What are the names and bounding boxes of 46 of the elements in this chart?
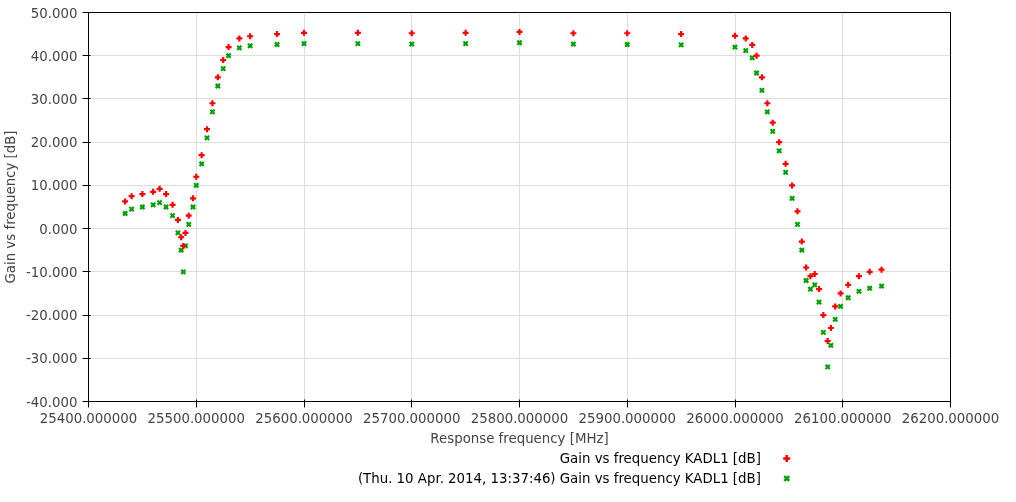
point: [815, 298, 823, 306]
point: [180, 268, 187, 276]
x-tick-label: 25400.000000: [39, 410, 138, 426]
x-tick-label: 25700.000000: [362, 410, 461, 426]
point: [753, 69, 760, 77]
point: [877, 265, 886, 274]
point: [793, 207, 802, 216]
y-tick-label: -10.000: [26, 264, 78, 280]
legend-label: (Thu. 10 Apr. 2014, 13:37:46) Gain vs frequency KADL1 [dB]: [357, 471, 761, 486]
x-tick-label: 25800.000000: [470, 410, 569, 426]
y-tick-label: -20.000: [26, 308, 78, 324]
point: [797, 237, 806, 246]
point: [836, 289, 845, 298]
x-axis-title: Response frequency [MHz]: [430, 430, 609, 446]
y-tick-label: 50.000: [30, 5, 78, 21]
y-tick-label: -40.000: [26, 394, 78, 410]
point: [214, 82, 222, 90]
x-tick-label: 25500.000000: [147, 410, 246, 426]
y-tick-label: 20.000: [30, 135, 78, 151]
point: [162, 203, 170, 211]
point: [219, 65, 227, 72]
y-tick-label: -30.000: [26, 351, 78, 367]
y-tick-label: 40.000: [30, 48, 78, 64]
point: [741, 34, 750, 43]
x-tick-label: 26000.000000: [686, 410, 784, 426]
y-tick-label: 30.000: [30, 91, 78, 107]
point: [208, 99, 217, 108]
x-tick-label: 25600.000000: [255, 410, 353, 426]
point: [189, 203, 197, 211]
y-tick-label: 0.000: [39, 221, 78, 237]
x-tick-label: 26200.000000: [901, 410, 1000, 426]
point: [806, 272, 815, 281]
point: [831, 302, 840, 311]
legend-label: Gain vs frequency KADL1 [dB]: [559, 451, 761, 466]
point: [811, 281, 818, 289]
point: [168, 200, 177, 209]
x-tick-label: 26100.000000: [793, 410, 892, 426]
y-axis-title: Gain vs frequency [dB]: [3, 130, 19, 284]
y-tick-label: 10.000: [30, 178, 78, 194]
point: [731, 43, 739, 51]
point: [235, 34, 244, 43]
point: [203, 134, 211, 142]
point: [752, 51, 761, 60]
point: [802, 263, 811, 272]
x-tick-label: 25900.000000: [578, 410, 677, 426]
point: [677, 41, 685, 49]
